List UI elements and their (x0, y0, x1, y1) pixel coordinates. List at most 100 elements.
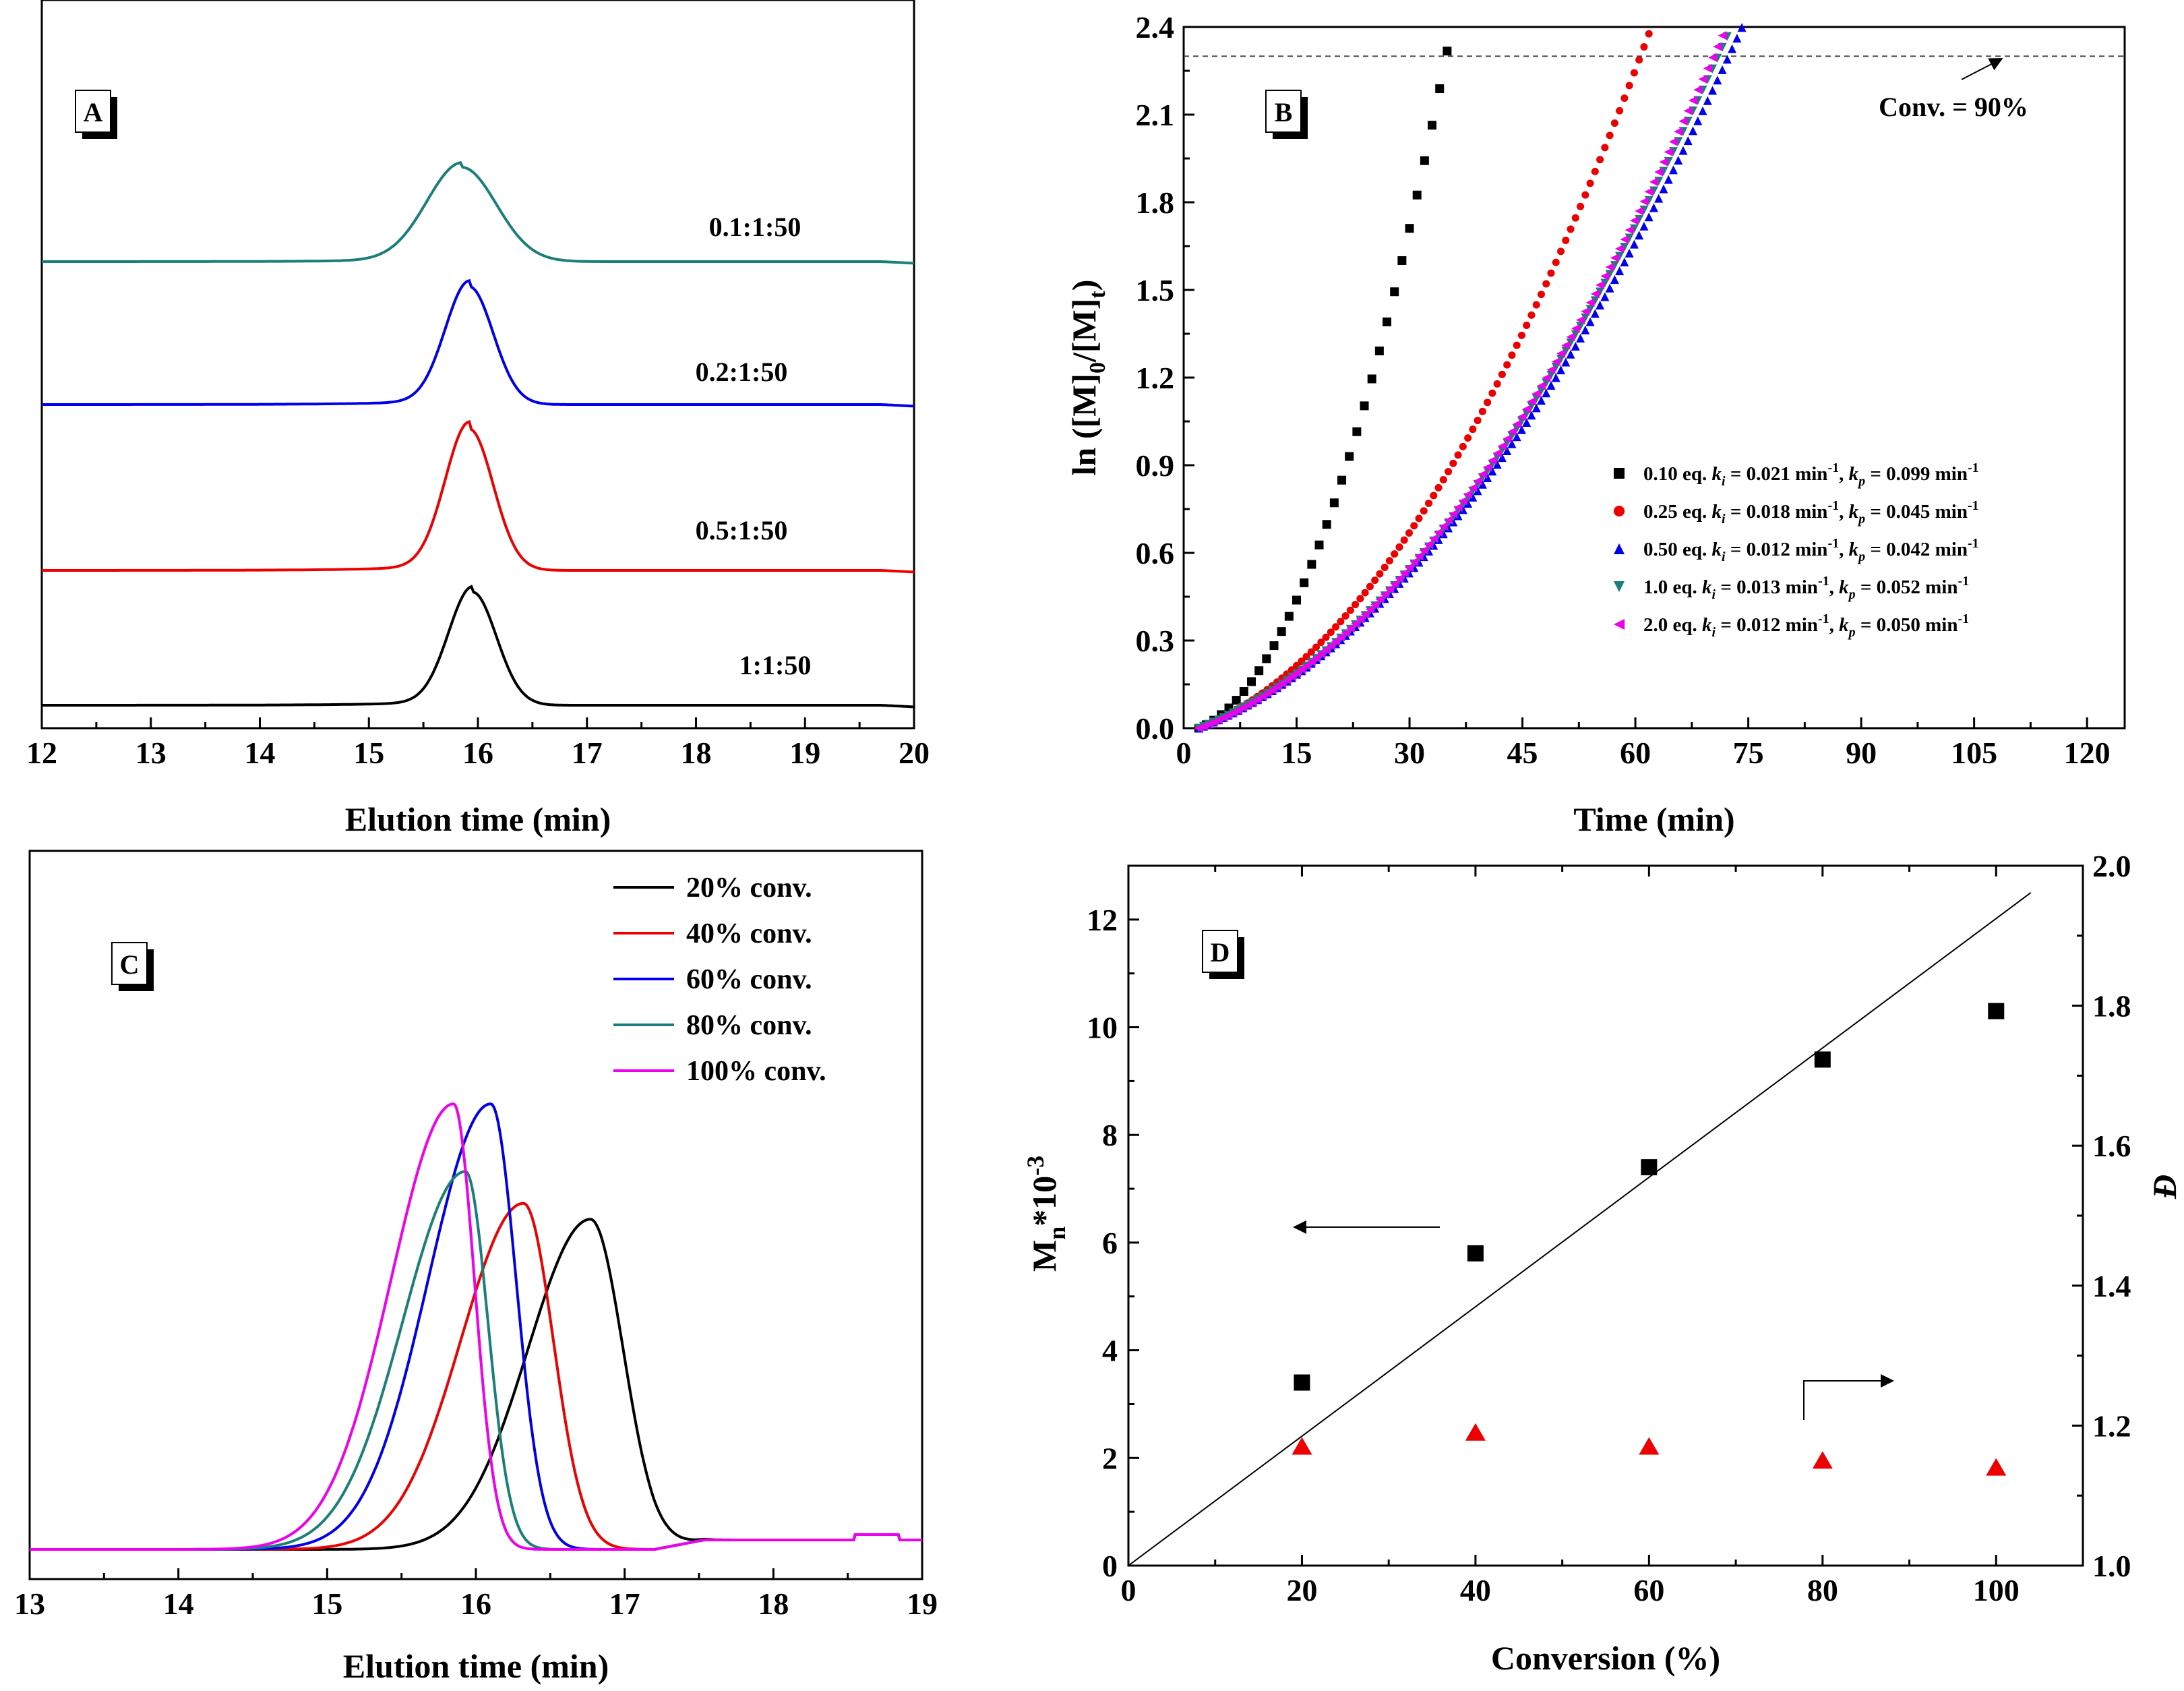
data-point (1483, 463, 1492, 472)
data-point (1385, 585, 1394, 594)
x-axis-title: Conversion (%) (1491, 1639, 1720, 1677)
data-point (1683, 106, 1693, 115)
data-point (1380, 589, 1389, 599)
legend-item: 0.10 eq. ki = 0.021 min-1, kp = 0.099 mi… (1614, 461, 1979, 489)
data-point (1517, 331, 1525, 339)
legend-sep: , (1829, 576, 1840, 598)
data-point (1615, 266, 1625, 276)
data-point (1703, 96, 1712, 105)
trace-0.5:1:50 (42, 419, 915, 574)
data-point (1659, 157, 1668, 167)
data-point (1562, 237, 1570, 245)
legend-sep: , (1839, 463, 1849, 485)
y-title-sup: -3 (1022, 1156, 1049, 1176)
data-point (1601, 144, 1609, 152)
data-point (1385, 557, 1393, 565)
data-point (1668, 137, 1678, 146)
data-point (1581, 313, 1590, 322)
data-point (1420, 156, 1429, 165)
data-point (1405, 529, 1413, 537)
data-point (1336, 632, 1345, 642)
y-tick-label: 1.2 (1136, 361, 1175, 395)
data-point (1654, 167, 1664, 177)
data-point (1620, 235, 1629, 244)
data-point (1497, 453, 1507, 463)
data-point (1571, 324, 1580, 333)
data-point (1581, 325, 1590, 334)
data-point (1395, 543, 1403, 551)
trace-0.1:1:50 (42, 160, 915, 265)
data-point (1463, 499, 1473, 508)
legend-name: 2.0 eq. (1643, 614, 1702, 636)
plot-frame (1127, 864, 2084, 1567)
data-point (1329, 498, 1339, 508)
y-tick-label-right: 1.6 (2092, 1129, 2131, 1163)
data-point (1625, 248, 1634, 258)
x-tick-label: 0 (1176, 736, 1192, 770)
data-point (1492, 448, 1502, 458)
data-point (1596, 287, 1605, 297)
data-point (1312, 643, 1321, 651)
data-point (1292, 668, 1302, 678)
data-point (1269, 641, 1279, 651)
x-tick-label: 75 (1733, 736, 1764, 770)
data-point (1297, 665, 1306, 674)
x-tick-label: 19 (789, 736, 820, 770)
data-point (1327, 628, 1335, 636)
data-point (1370, 599, 1380, 609)
data-point (1337, 618, 1345, 626)
data-point (1644, 187, 1654, 196)
legend-k: k (1839, 614, 1849, 636)
data-point (1284, 612, 1294, 621)
data-point (1713, 42, 1722, 51)
data-point (1703, 63, 1712, 73)
x-tick-label: 16 (460, 1586, 491, 1621)
y-tick-label: 0.0 (1136, 711, 1175, 746)
data-point (1322, 520, 1331, 529)
legend-k: k (1849, 463, 1859, 485)
data-point (1693, 116, 1703, 125)
data-point (1337, 475, 1347, 485)
data-point (1600, 271, 1610, 280)
data-point (1239, 687, 1248, 696)
data-point (1474, 417, 1482, 425)
panel-label: B (1275, 97, 1293, 127)
data-point (1531, 389, 1541, 398)
data-point (1503, 361, 1511, 369)
data-point (1640, 43, 1648, 51)
data-point (1566, 332, 1575, 342)
x-tick-label: 80 (1807, 1573, 1838, 1607)
trace-80% conv. (30, 1170, 922, 1551)
data-point (1625, 225, 1634, 235)
data-point (1376, 570, 1384, 578)
trace-label: 0.5:1:50 (696, 515, 788, 545)
series-0.10 eq. (1194, 47, 1452, 733)
legend-k: k (1702, 576, 1712, 598)
data-point (1277, 679, 1287, 688)
data-point (1484, 398, 1492, 407)
data-point (1567, 225, 1575, 233)
y-tick-label-left: 2 (1102, 1441, 1118, 1475)
legend-marker (1614, 581, 1625, 592)
data-point (1345, 452, 1354, 461)
data-point (1488, 389, 1496, 397)
data-point (1576, 322, 1585, 331)
data-point (1600, 292, 1610, 301)
data-point (1566, 338, 1575, 348)
legend-val: = 0.052 min (1856, 576, 1958, 598)
legend-sub: i (1722, 474, 1726, 489)
data-point (1434, 528, 1443, 537)
x-tick-label: 18 (758, 1586, 789, 1621)
data-point (1356, 614, 1365, 624)
data-point (1317, 639, 1325, 647)
data-point (1463, 489, 1473, 499)
data-point (1453, 503, 1463, 512)
data-point (1435, 84, 1445, 94)
panel-d: 0 20 40 60 80 100 0 2 4 6 8 10 12 1.0 1.2 1.4 1.6 1.8 2.0 C… (1022, 849, 2183, 1677)
panel-a: 12 13 14 15 16 17 18 19 20 Elution time (min) A 0.1… (26, 0, 930, 838)
data-point (1523, 321, 1531, 329)
data-point (1551, 373, 1560, 382)
legend-item: 2.0 eq. ki = 0.012 min-1, kp = 0.050 min… (1614, 612, 1969, 640)
data-point (1571, 341, 1580, 351)
data-point (1478, 479, 1487, 489)
